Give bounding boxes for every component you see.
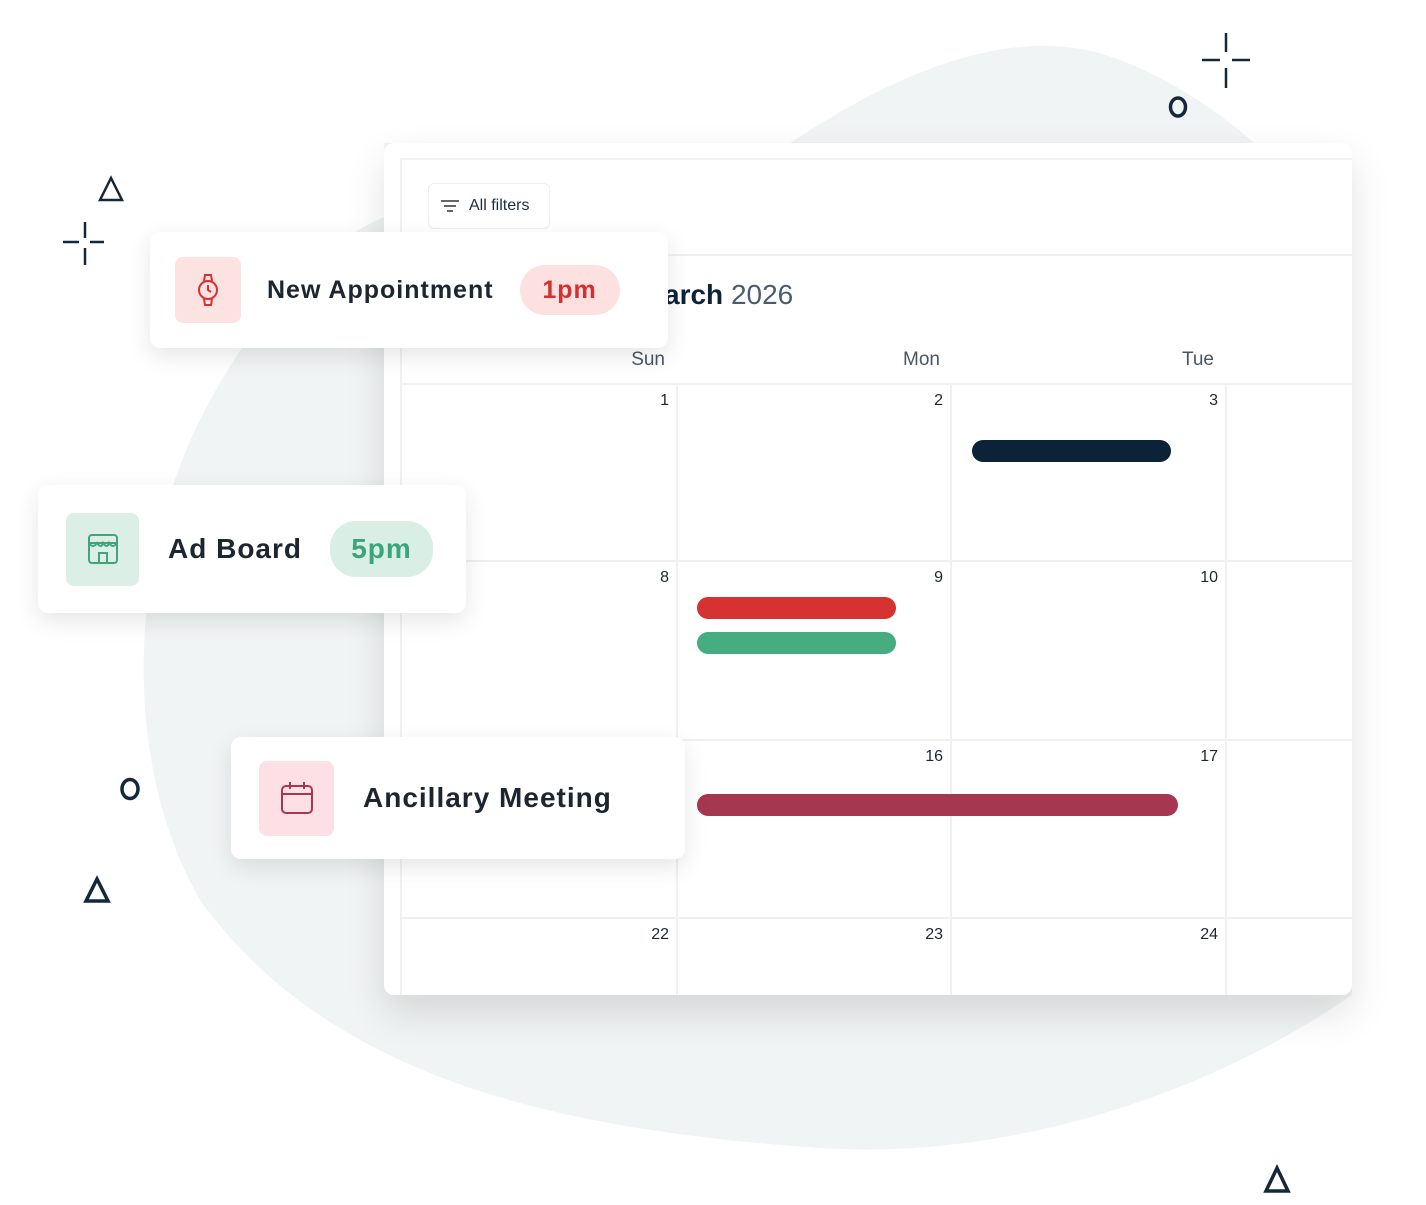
col-line [1225, 383, 1227, 995]
month-grid: 1 2 3 8 9 10 16 17 22 23 24 [384, 143, 1352, 995]
date-number: 2 [934, 392, 943, 409]
appointment-card[interactable]: Ad Board 5pm [38, 485, 466, 613]
row-line [400, 739, 1352, 741]
date-number: 3 [1209, 392, 1218, 409]
event-bar[interactable] [972, 440, 1171, 462]
event-bar[interactable] [697, 794, 1178, 816]
weekday: Tue [1181, 349, 1214, 370]
row-line [400, 917, 1352, 919]
card-title: Ancillary Meeting [363, 782, 612, 813]
date-number: 16 [925, 748, 943, 765]
appointment-card[interactable]: Ancillary Meeting [231, 737, 685, 859]
event-bar[interactable] [697, 597, 896, 619]
date-number: 23 [925, 926, 943, 943]
card-title: New Appointment [267, 275, 494, 304]
appointment-card[interactable]: New Appointment 1pm [150, 232, 668, 348]
store-icon [66, 512, 139, 586]
date-number: 17 [1200, 748, 1218, 765]
date-number: 8 [660, 569, 669, 586]
calendar-title: arch 2026 [664, 279, 793, 311]
card-title: Ad Board [168, 533, 302, 564]
event-bar[interactable] [697, 632, 896, 654]
month: arch [664, 279, 724, 310]
time-pill: 5pm [330, 521, 433, 577]
row-line [400, 560, 1352, 562]
date-number: 9 [934, 569, 943, 586]
shapes [83, 96, 1291, 1193]
col-line [676, 383, 678, 995]
filter-icon [441, 200, 459, 212]
filter-button[interactable]: All filters [428, 183, 550, 229]
date-number: 1 [660, 392, 669, 409]
time-pill: 1pm [519, 265, 620, 315]
calendar-icon [259, 760, 334, 836]
sparkle [63, 33, 1250, 265]
date-number: 10 [1200, 569, 1218, 586]
filter-label: All filters [469, 197, 530, 214]
date-number: 22 [651, 926, 669, 943]
watch-icon [175, 257, 241, 323]
divider [400, 254, 1352, 256]
icon-glyph [87, 534, 118, 564]
col-line [950, 383, 952, 995]
icon-glyph [280, 782, 313, 814]
icon-glyph [198, 274, 218, 306]
weekday: Sun [631, 349, 665, 370]
year: 2026 [730, 279, 794, 310]
row-line [400, 383, 1352, 385]
date-number: 24 [1200, 926, 1218, 943]
weekday: Mon [903, 349, 940, 370]
